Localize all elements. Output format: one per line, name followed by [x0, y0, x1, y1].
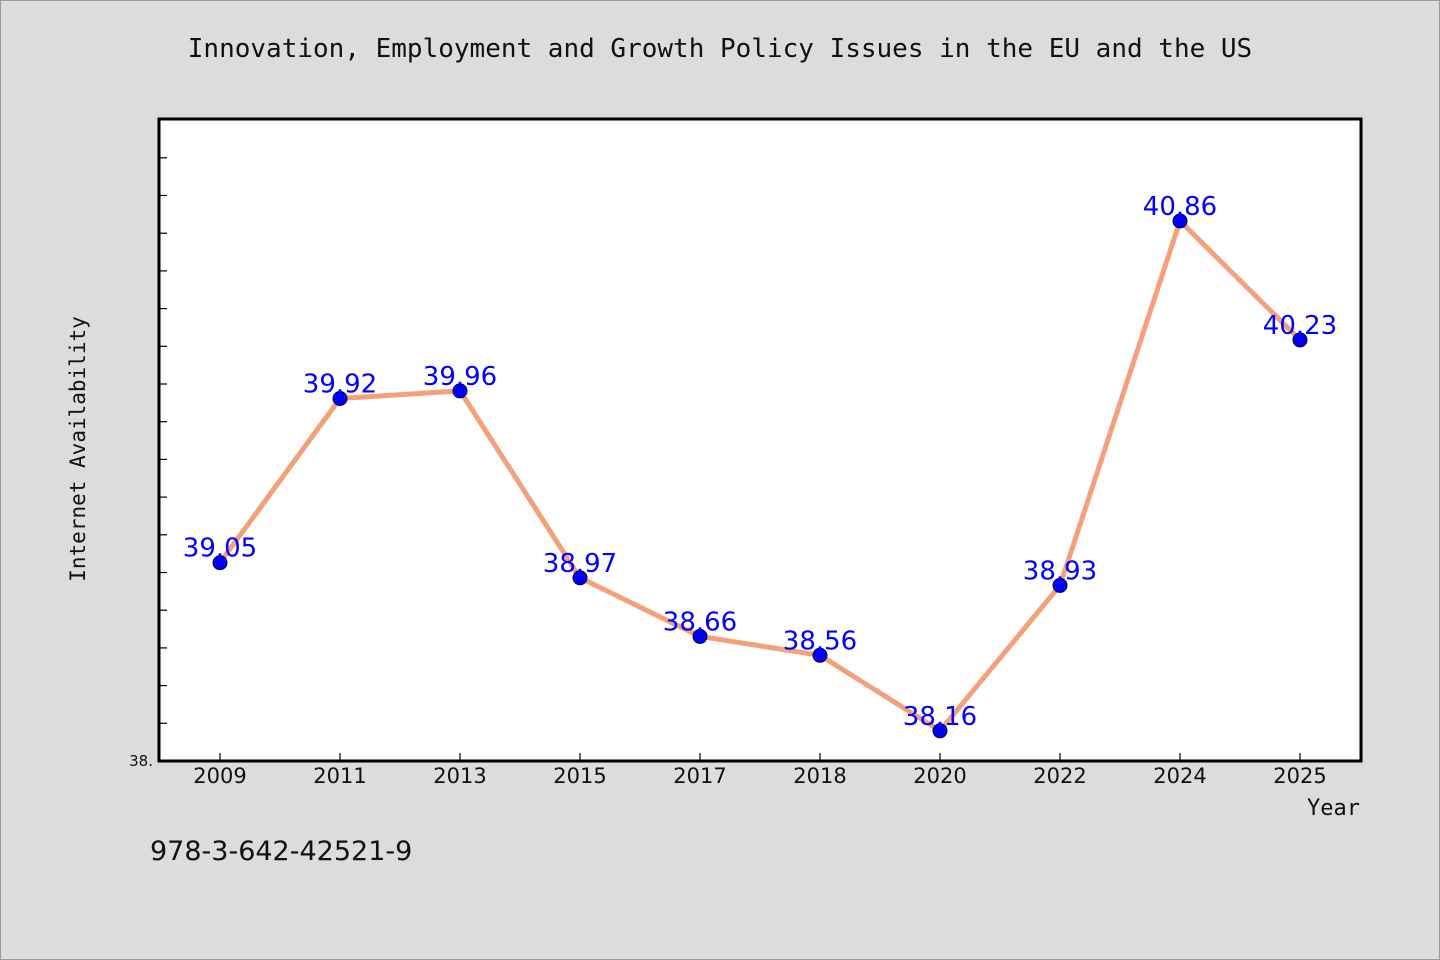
x-tick-label: 2018: [793, 764, 846, 788]
data-point: [332, 391, 348, 406]
x-tick-label: 2015: [553, 764, 606, 788]
x-tick-label: 2013: [433, 764, 486, 788]
data-point: [1052, 577, 1068, 593]
data-label: 38.97: [543, 549, 617, 579]
data-point: [212, 555, 228, 571]
y-minor-ticks: [159, 157, 167, 724]
data-label: 40.23: [1263, 311, 1337, 341]
x-tick-label: 2020: [913, 764, 966, 788]
data-markers: [212, 213, 1308, 739]
data-label: 38.16: [903, 702, 977, 732]
series-line: [217, 218, 1303, 734]
x-tick-label: 2017: [673, 764, 726, 788]
data-point: [452, 383, 468, 399]
data-label: 39.92: [303, 370, 377, 400]
x-tick-label: 2024: [1153, 764, 1206, 788]
data-point: [1292, 332, 1308, 348]
x-tick-label: 2011: [313, 764, 366, 788]
isbn-footnote: 978-3-642-42521-9: [150, 836, 413, 867]
data-label: 38.56: [783, 626, 857, 656]
data-point: [812, 647, 828, 663]
data-label: 39.05: [183, 534, 257, 564]
x-tick-label: 2009: [193, 764, 246, 788]
x-ticks: 2009 2011 2013 2015 2017 2018 2020 2022 2024 2025: [193, 753, 1327, 788]
x-tick-label: 2025: [1273, 764, 1326, 788]
data-label: 38.93: [1023, 556, 1097, 586]
data-point: [932, 723, 948, 739]
x-axis-label: Year: [1307, 796, 1360, 821]
data-point: [692, 628, 708, 644]
data-label: 38.66: [663, 607, 737, 637]
data-label: 39.96: [423, 362, 497, 392]
x-tick-label: 2022: [1033, 764, 1086, 788]
data-label: 40.86: [1143, 192, 1217, 222]
data-point: [1172, 213, 1188, 229]
data-labels: 39.05 39.92 39.96 38.97 38.66 38.56 38.16 38.93…: [183, 192, 1337, 732]
data-point: [572, 570, 588, 586]
plot-area: [157, 117, 1363, 763]
y-tick-label: 38.: [129, 752, 153, 770]
chart-title: Innovation, Employment and Growth Policy…: [187, 34, 1253, 64]
